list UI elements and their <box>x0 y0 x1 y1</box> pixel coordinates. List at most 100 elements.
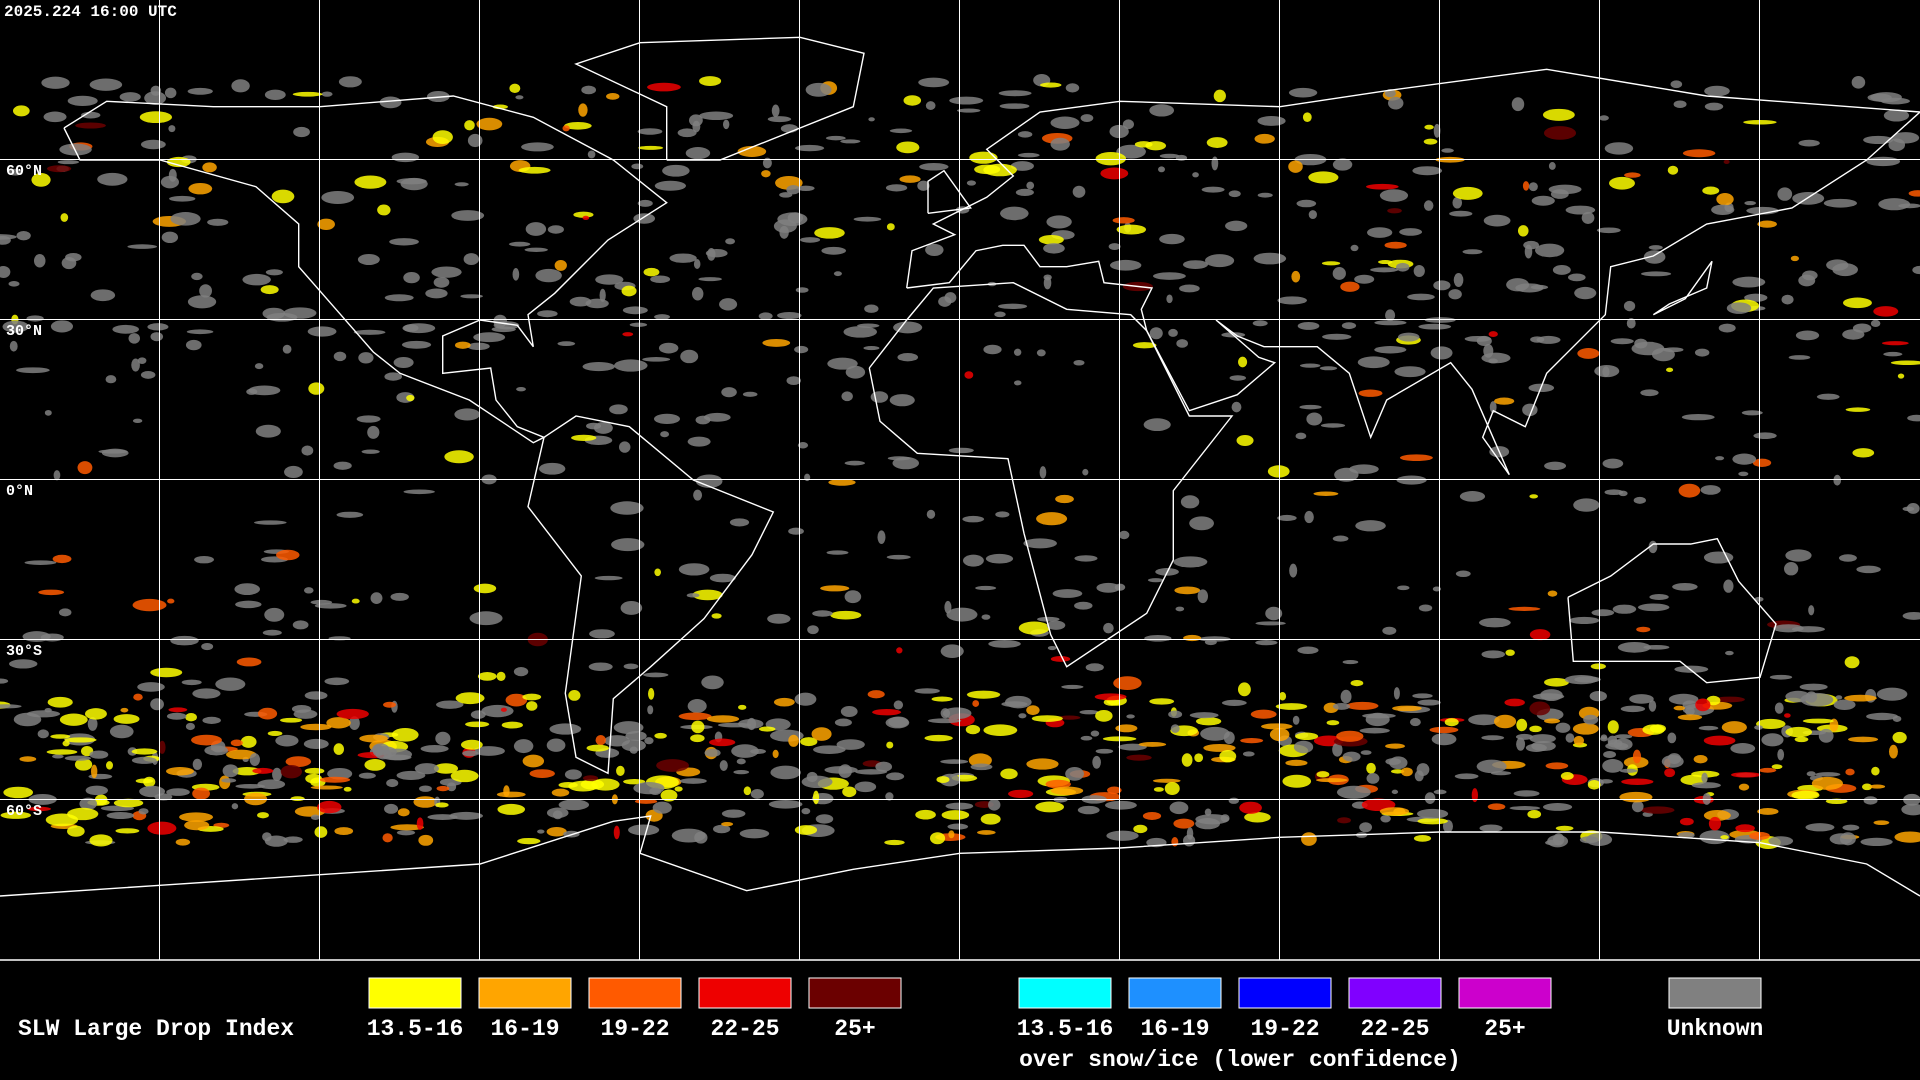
cloud-patch <box>1529 725 1542 733</box>
cloud-patch <box>1795 330 1820 341</box>
cloud-patch <box>1453 273 1464 288</box>
cloud-patch <box>1547 590 1558 597</box>
cloud-patch <box>1080 114 1094 122</box>
cloud-patch <box>1529 629 1551 641</box>
cloud-patch <box>1702 793 1711 805</box>
cloud-patch <box>185 713 197 722</box>
cloud-patch <box>1414 770 1424 782</box>
cloud-patch <box>1912 265 1920 275</box>
cloud-patch <box>1334 467 1359 482</box>
cloud-patch <box>842 786 857 798</box>
cloud-patch <box>89 834 113 847</box>
cloud-patch <box>1785 690 1811 703</box>
cloud-patch <box>1045 779 1071 789</box>
cloud-patch <box>354 175 387 189</box>
cloud-patch <box>1392 705 1422 712</box>
cloud-patch <box>1788 355 1811 360</box>
cloud-patch <box>462 750 479 757</box>
cloud-patch <box>343 786 352 792</box>
cloud-patch <box>1811 776 1844 790</box>
cloud-patch <box>1412 166 1443 176</box>
legend-label: 13.5-16 <box>1017 1016 1114 1042</box>
cloud-patch <box>864 304 879 313</box>
cloud-patch <box>377 204 391 216</box>
cloud-patch <box>160 175 179 189</box>
legend-swatch <box>1458 977 1552 1009</box>
cloud-patch <box>942 707 972 720</box>
cloud-patch <box>1555 825 1574 831</box>
cloud-patch <box>1110 259 1142 271</box>
cloud-patch <box>187 87 213 95</box>
cloud-patch <box>1296 199 1317 208</box>
cloud-patch <box>771 104 780 118</box>
cloud-patch <box>1866 156 1901 167</box>
cloud-patch <box>1397 332 1420 342</box>
cloud-patch <box>1320 423 1346 428</box>
legend-swatch <box>368 977 462 1009</box>
cloud-patch <box>1103 622 1114 634</box>
cloud-patch <box>613 721 644 734</box>
cloud-patch <box>647 82 681 92</box>
cloud-patch <box>1050 655 1071 662</box>
cloud-patch <box>1481 352 1511 364</box>
cloud-patch <box>222 764 239 778</box>
cloud-patch <box>1189 516 1214 531</box>
cloud-patch <box>333 351 347 362</box>
cloud-patch <box>496 671 506 681</box>
cloud-patch <box>896 141 920 154</box>
cloud-patch <box>582 362 615 372</box>
cloud-patch <box>509 241 531 247</box>
cloud-patch <box>948 447 974 454</box>
cloud-patch <box>1661 755 1684 768</box>
cloud-patch <box>242 273 271 286</box>
cloud-patch <box>931 696 953 702</box>
cloud-patch <box>1132 342 1157 349</box>
cloud-patch <box>722 119 730 130</box>
cloud-patch <box>768 799 803 809</box>
cloud-patch <box>1637 603 1670 612</box>
cloud-patch <box>622 306 648 315</box>
cloud-patch <box>282 344 292 354</box>
cloud-patch <box>1302 112 1312 123</box>
cloud-patch <box>175 838 191 846</box>
cloud-patch <box>9 340 18 352</box>
cloud-patch <box>292 91 323 97</box>
cloud-patch <box>202 162 217 173</box>
cloud-patch <box>564 769 582 780</box>
cloud-patch <box>1113 676 1142 691</box>
cloud-patch <box>184 820 210 831</box>
coastline <box>63 95 668 444</box>
cloud-patch <box>425 288 448 299</box>
cloud-patch <box>1152 778 1181 783</box>
cloud-patch <box>402 323 436 334</box>
cloud-patch <box>1599 115 1609 121</box>
cloud-patch <box>1257 192 1273 198</box>
cloud-patch <box>966 180 977 186</box>
cloud-patch <box>1726 302 1752 314</box>
cloud-patch <box>801 775 833 789</box>
cloud-patch <box>1138 741 1167 747</box>
cloud-patch <box>870 391 889 403</box>
cloud-patch <box>546 827 567 837</box>
cloud-patch <box>629 746 638 754</box>
cloud-patch <box>653 413 681 425</box>
cloud-patch <box>1544 461 1567 471</box>
cloud-patch <box>1424 792 1436 804</box>
cloud-patch <box>1169 801 1189 815</box>
cloud-patch <box>944 600 952 614</box>
cloud-patch <box>1118 530 1130 540</box>
cloud-patch <box>1494 397 1515 405</box>
cloud-patch <box>573 211 594 218</box>
cloud-patch <box>981 614 991 620</box>
cloud-patch <box>1714 696 1745 703</box>
cloud-patch <box>1409 718 1421 727</box>
cloud-patch <box>391 152 420 163</box>
cloud-patch <box>1186 827 1194 840</box>
cloud-patch <box>571 434 597 441</box>
cloud-patch <box>59 713 88 726</box>
cloud-patch <box>1907 414 1920 422</box>
cloud-patch <box>370 592 383 605</box>
cloud-patch <box>22 631 51 642</box>
legend-label: 25+ <box>1484 1016 1525 1042</box>
cloud-patch <box>1624 172 1641 178</box>
